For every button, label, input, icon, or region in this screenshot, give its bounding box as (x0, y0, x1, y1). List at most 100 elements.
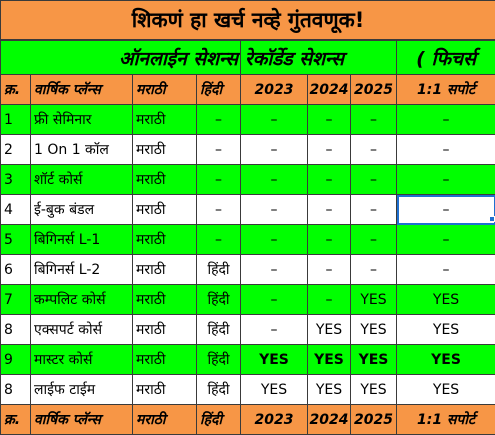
cell-hindi[interactable]: हिंदी (197, 345, 241, 375)
col-header-hindi[interactable]: हिंदी (197, 75, 241, 105)
footer-hindi[interactable]: हिंदी (197, 405, 241, 435)
cell-2024[interactable]: YES (308, 345, 351, 375)
cell-marathi[interactable]: मराठी (133, 375, 197, 405)
cell-plan[interactable]: मास्टर कोर्स (31, 345, 133, 375)
cell-2023[interactable]: YES (241, 375, 308, 405)
col-header-plans[interactable]: वार्षिक प्लॅन्स (31, 75, 133, 105)
cell-support[interactable]: – (397, 255, 495, 285)
cell-2023[interactable]: – (241, 165, 308, 195)
cell-2024[interactable]: – (308, 135, 351, 165)
cell-marathi[interactable]: मराठी (133, 165, 197, 195)
footer-support[interactable]: 1:1 सपोर्ट (397, 405, 495, 435)
cell-hindi[interactable]: हिंदी (197, 255, 241, 285)
cell-support[interactable]: – (397, 135, 495, 165)
cell-2024[interactable]: – (308, 165, 351, 195)
cell-2024[interactable]: – (308, 195, 351, 225)
cell-marathi[interactable]: मराठी (133, 135, 197, 165)
cell-no[interactable]: 8 (1, 375, 31, 405)
cell-marathi[interactable]: मराठी (133, 195, 197, 225)
cell-marathi[interactable]: मराठी (133, 315, 197, 345)
cell-2023[interactable]: – (241, 135, 308, 165)
cell-plan[interactable]: 1 On 1 कॉल (31, 135, 133, 165)
cell-2024[interactable]: – (308, 255, 351, 285)
cell-support[interactable]: YES (397, 345, 495, 375)
cell-hindi[interactable]: – (197, 135, 241, 165)
cell-2024[interactable]: YES (308, 375, 351, 405)
footer-2023[interactable]: 2023 (241, 405, 308, 435)
cell-no[interactable]: 9 (1, 345, 31, 375)
footer-no[interactable]: क्र. (1, 405, 31, 435)
cell-support[interactable]: – (397, 105, 495, 135)
cell-2023[interactable]: – (241, 195, 308, 225)
heading-features[interactable]: ( फिचर्स (397, 40, 495, 75)
cell-no[interactable]: 1 (1, 105, 31, 135)
cell-no[interactable]: 7 (1, 285, 31, 315)
cell-plan[interactable]: फ्री सेमिनार (31, 105, 133, 135)
cell-support-selected[interactable]: – (397, 195, 495, 225)
cell-support[interactable]: – (397, 225, 495, 255)
cell-plan[interactable]: शॉर्ट कोर्स (31, 165, 133, 195)
col-header-2024[interactable]: 2024 (308, 75, 351, 105)
cell-support[interactable]: YES (397, 285, 495, 315)
cell-no[interactable]: 6 (1, 255, 31, 285)
cell-2023[interactable]: – (241, 105, 308, 135)
cell-marathi[interactable]: मराठी (133, 225, 197, 255)
cell-2025[interactable]: – (351, 255, 397, 285)
fill-handle[interactable] (489, 216, 495, 222)
footer-plans[interactable]: वार्षिक प्लॅन्स (31, 405, 133, 435)
cell-2025[interactable]: – (351, 225, 397, 255)
cell-no[interactable]: 4 (1, 195, 31, 225)
col-header-2025[interactable]: 2025 (351, 75, 397, 105)
cell-plan[interactable]: लाईफ टाईम (31, 375, 133, 405)
cell-hindi[interactable]: – (197, 225, 241, 255)
cell-plan[interactable]: बिगिनर्स L-1 (31, 225, 133, 255)
cell-plan[interactable]: बिगिनर्स L-2 (31, 255, 133, 285)
cell-plan[interactable]: कम्पलिट कोर्स (31, 285, 133, 315)
cell-2025[interactable]: YES (351, 345, 397, 375)
cell-2025[interactable]: YES (351, 285, 397, 315)
cell-hindi[interactable]: – (197, 165, 241, 195)
cell-no[interactable]: 8 (1, 315, 31, 345)
cell-marathi[interactable]: मराठी (133, 345, 197, 375)
cell-marathi[interactable]: मराठी (133, 105, 197, 135)
cell-2024[interactable]: – (308, 225, 351, 255)
col-header-support[interactable]: 1:1 सपोर्ट (397, 75, 495, 105)
cell-plan[interactable]: एक्सपर्ट कोर्स (31, 315, 133, 345)
page-title[interactable]: शिकणं हा खर्च नव्हे गुंतवणूक! (1, 1, 495, 41)
cell-2025[interactable]: – (351, 105, 397, 135)
cell-marathi[interactable]: मराठी (133, 285, 197, 315)
cell-no[interactable]: 3 (1, 165, 31, 195)
cell-2025[interactable]: YES (351, 315, 397, 345)
cell-2025[interactable]: – (351, 135, 397, 165)
cell-2024[interactable]: – (308, 285, 351, 315)
cell-2024[interactable]: YES (308, 315, 351, 345)
cell-hindi[interactable]: हिंदी (197, 315, 241, 345)
col-header-marathi[interactable]: मराठी (133, 75, 197, 105)
cell-no[interactable]: 2 (1, 135, 31, 165)
col-header-2023[interactable]: 2023 (241, 75, 308, 105)
cell-support[interactable]: YES (397, 375, 495, 405)
cell-hindi[interactable]: हिंदी (197, 285, 241, 315)
footer-marathi[interactable]: मराठी (133, 405, 197, 435)
footer-2025[interactable]: 2025 (351, 405, 397, 435)
cell-2025[interactable]: – (351, 195, 397, 225)
cell-marathi[interactable]: मराठी (133, 255, 197, 285)
cell-hindi[interactable]: हिंदी (197, 375, 241, 405)
cell-2023[interactable]: – (241, 255, 308, 285)
cell-hindi[interactable]: – (197, 105, 241, 135)
cell-support[interactable]: – (397, 165, 495, 195)
cell-2023[interactable]: – (241, 315, 308, 345)
heading-recorded-sessions[interactable]: रेकॉर्डेड सेशन्स (241, 40, 397, 75)
footer-2024[interactable]: 2024 (308, 405, 351, 435)
cell-2023[interactable]: YES (241, 345, 308, 375)
cell-2025[interactable]: YES (351, 375, 397, 405)
cell-2024[interactable]: – (308, 105, 351, 135)
cell-no[interactable]: 5 (1, 225, 31, 255)
cell-2023[interactable]: – (241, 285, 308, 315)
cell-plan[interactable]: ई-बुक बंडल (31, 195, 133, 225)
cell-support[interactable]: YES (397, 315, 495, 345)
cell-hindi[interactable]: – (197, 195, 241, 225)
cell-2023[interactable]: – (241, 225, 308, 255)
col-header-no[interactable]: क्र. (1, 75, 31, 105)
heading-online-sessions[interactable]: ऑनलाईन सेशन्स (1, 40, 241, 75)
